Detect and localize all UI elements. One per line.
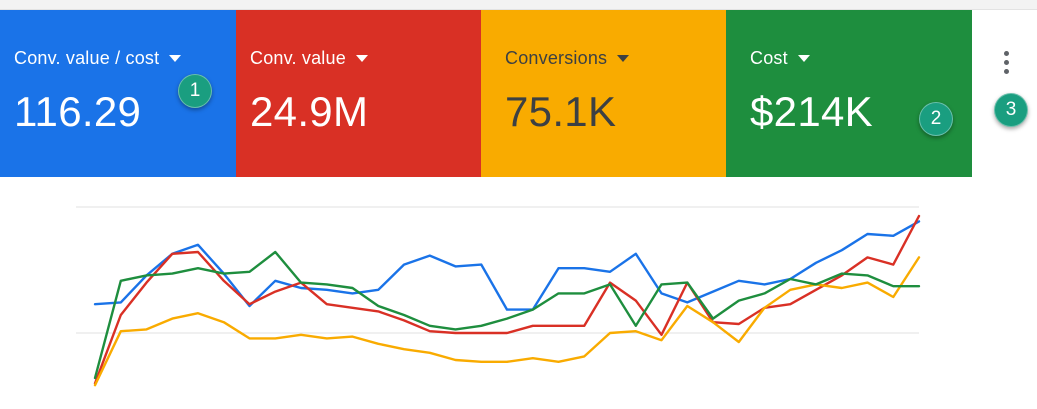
caret-down-icon[interactable] — [355, 54, 368, 62]
metric-selector[interactable]: Cost — [750, 46, 972, 70]
series-line-2 — [93, 214, 921, 385]
more-vert-icon[interactable] — [988, 40, 1024, 84]
more-dot — [1003, 68, 1009, 74]
caret-down-icon[interactable] — [617, 54, 630, 62]
series-line-1 — [93, 220, 921, 311]
caret-down-icon[interactable] — [169, 54, 182, 62]
metric-value: 75.1K — [505, 88, 617, 135]
metric-label: Conversions — [505, 47, 608, 68]
metric-card-conversions[interactable]: Conversions 75.1K — [481, 10, 726, 177]
series-line-4 — [93, 250, 921, 380]
more-dot — [1003, 59, 1009, 65]
metric-cards: Conv. value / cost 116.29 Conv. value 24… — [0, 10, 972, 177]
metric-value: 24.9M — [250, 88, 369, 135]
metric-selector[interactable]: Conv. value — [250, 46, 481, 70]
chart-series — [93, 214, 921, 387]
metric-label: Conv. value / cost — [14, 47, 160, 68]
callout-badge-2: 2 — [919, 102, 953, 136]
performance-line-chart — [76, 206, 921, 387]
more-dot — [1003, 50, 1009, 56]
caret-down-icon[interactable] — [797, 54, 810, 62]
metric-label: Cost — [750, 47, 788, 68]
series-line-3 — [93, 256, 921, 387]
callout-badge-1: 1 — [178, 74, 212, 108]
metric-value: $214K — [750, 88, 873, 135]
browser-top-strip — [0, 0, 1037, 10]
metric-selector[interactable]: Conv. value / cost — [14, 46, 236, 70]
metric-selector[interactable]: Conversions — [505, 46, 726, 70]
callout-badge-3: 3 — [994, 93, 1028, 127]
metric-card-cost[interactable]: Cost $214K — [726, 10, 972, 177]
metric-value: 116.29 — [14, 88, 142, 135]
metric-label: Conv. value — [250, 47, 346, 68]
metric-card-conv-value[interactable]: Conv. value 24.9M — [236, 10, 481, 177]
